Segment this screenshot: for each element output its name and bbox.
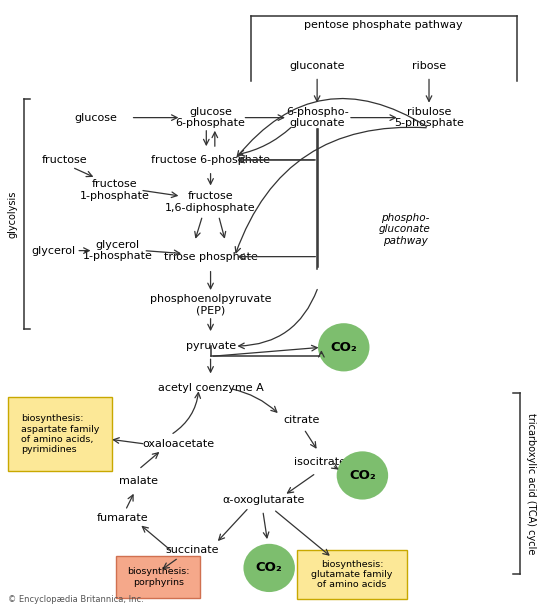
Text: gluconate: gluconate [289,61,345,71]
Text: fumarate: fumarate [97,513,148,523]
Text: glucose: glucose [75,113,118,123]
Text: glucose
6-phosphate: glucose 6-phosphate [176,107,246,129]
FancyBboxPatch shape [8,398,112,471]
Text: citrate: citrate [283,415,319,425]
Ellipse shape [336,451,388,500]
Text: fructose: fructose [41,155,87,165]
Text: α-oxoglutarate: α-oxoglutarate [222,495,305,504]
FancyBboxPatch shape [116,556,200,598]
Text: CO₂: CO₂ [349,469,376,482]
Text: succinate: succinate [165,545,219,555]
Text: oxaloacetate: oxaloacetate [143,439,215,449]
FancyBboxPatch shape [298,550,407,600]
Text: biosynthesis:
porphyrins: biosynthesis: porphyrins [127,567,190,587]
Text: glycerol: glycerol [31,246,76,256]
Text: glycolysis: glycolysis [8,191,17,238]
Text: triose phosphate: triose phosphate [164,252,258,262]
Text: phosphoenolpyruvate
(PEP): phosphoenolpyruvate (PEP) [150,294,271,316]
Text: phospho-
gluconate
pathway: phospho- gluconate pathway [379,213,431,246]
Text: fructose 6-phosphate: fructose 6-phosphate [151,155,270,165]
Text: tricarboxylic acid (TCA) cycle: tricarboxylic acid (TCA) cycle [526,412,536,554]
Text: ribulose
5-phosphate: ribulose 5-phosphate [394,107,464,129]
Text: 6-phospho-
gluconate: 6-phospho- gluconate [286,107,348,129]
Text: isocitrate: isocitrate [294,457,346,467]
Ellipse shape [244,544,295,592]
Text: pyruvate: pyruvate [186,341,235,351]
Text: malate: malate [119,476,158,487]
Text: © Encyclopædia Britannica, Inc.: © Encyclopædia Britannica, Inc. [8,595,144,604]
Text: acetyl coenzyme A: acetyl coenzyme A [158,384,264,393]
Text: ribose: ribose [412,61,446,71]
Text: biosynthesis:
glutamate family
of amino acids: biosynthesis: glutamate family of amino … [312,560,393,589]
Text: fructose
1,6-diphosphate: fructose 1,6-diphosphate [165,192,256,213]
Text: CO₂: CO₂ [256,561,282,575]
Text: glycerol
1-phosphate: glycerol 1-phosphate [83,240,152,262]
Ellipse shape [318,323,369,371]
Text: CO₂: CO₂ [330,341,357,354]
Text: pentose phosphate pathway: pentose phosphate pathway [305,20,463,30]
Text: fructose
1-phosphate: fructose 1-phosphate [80,179,150,201]
Text: biosynthesis:
aspartate family
of amino acids,
pyrimidines: biosynthesis: aspartate family of amino … [21,414,99,454]
